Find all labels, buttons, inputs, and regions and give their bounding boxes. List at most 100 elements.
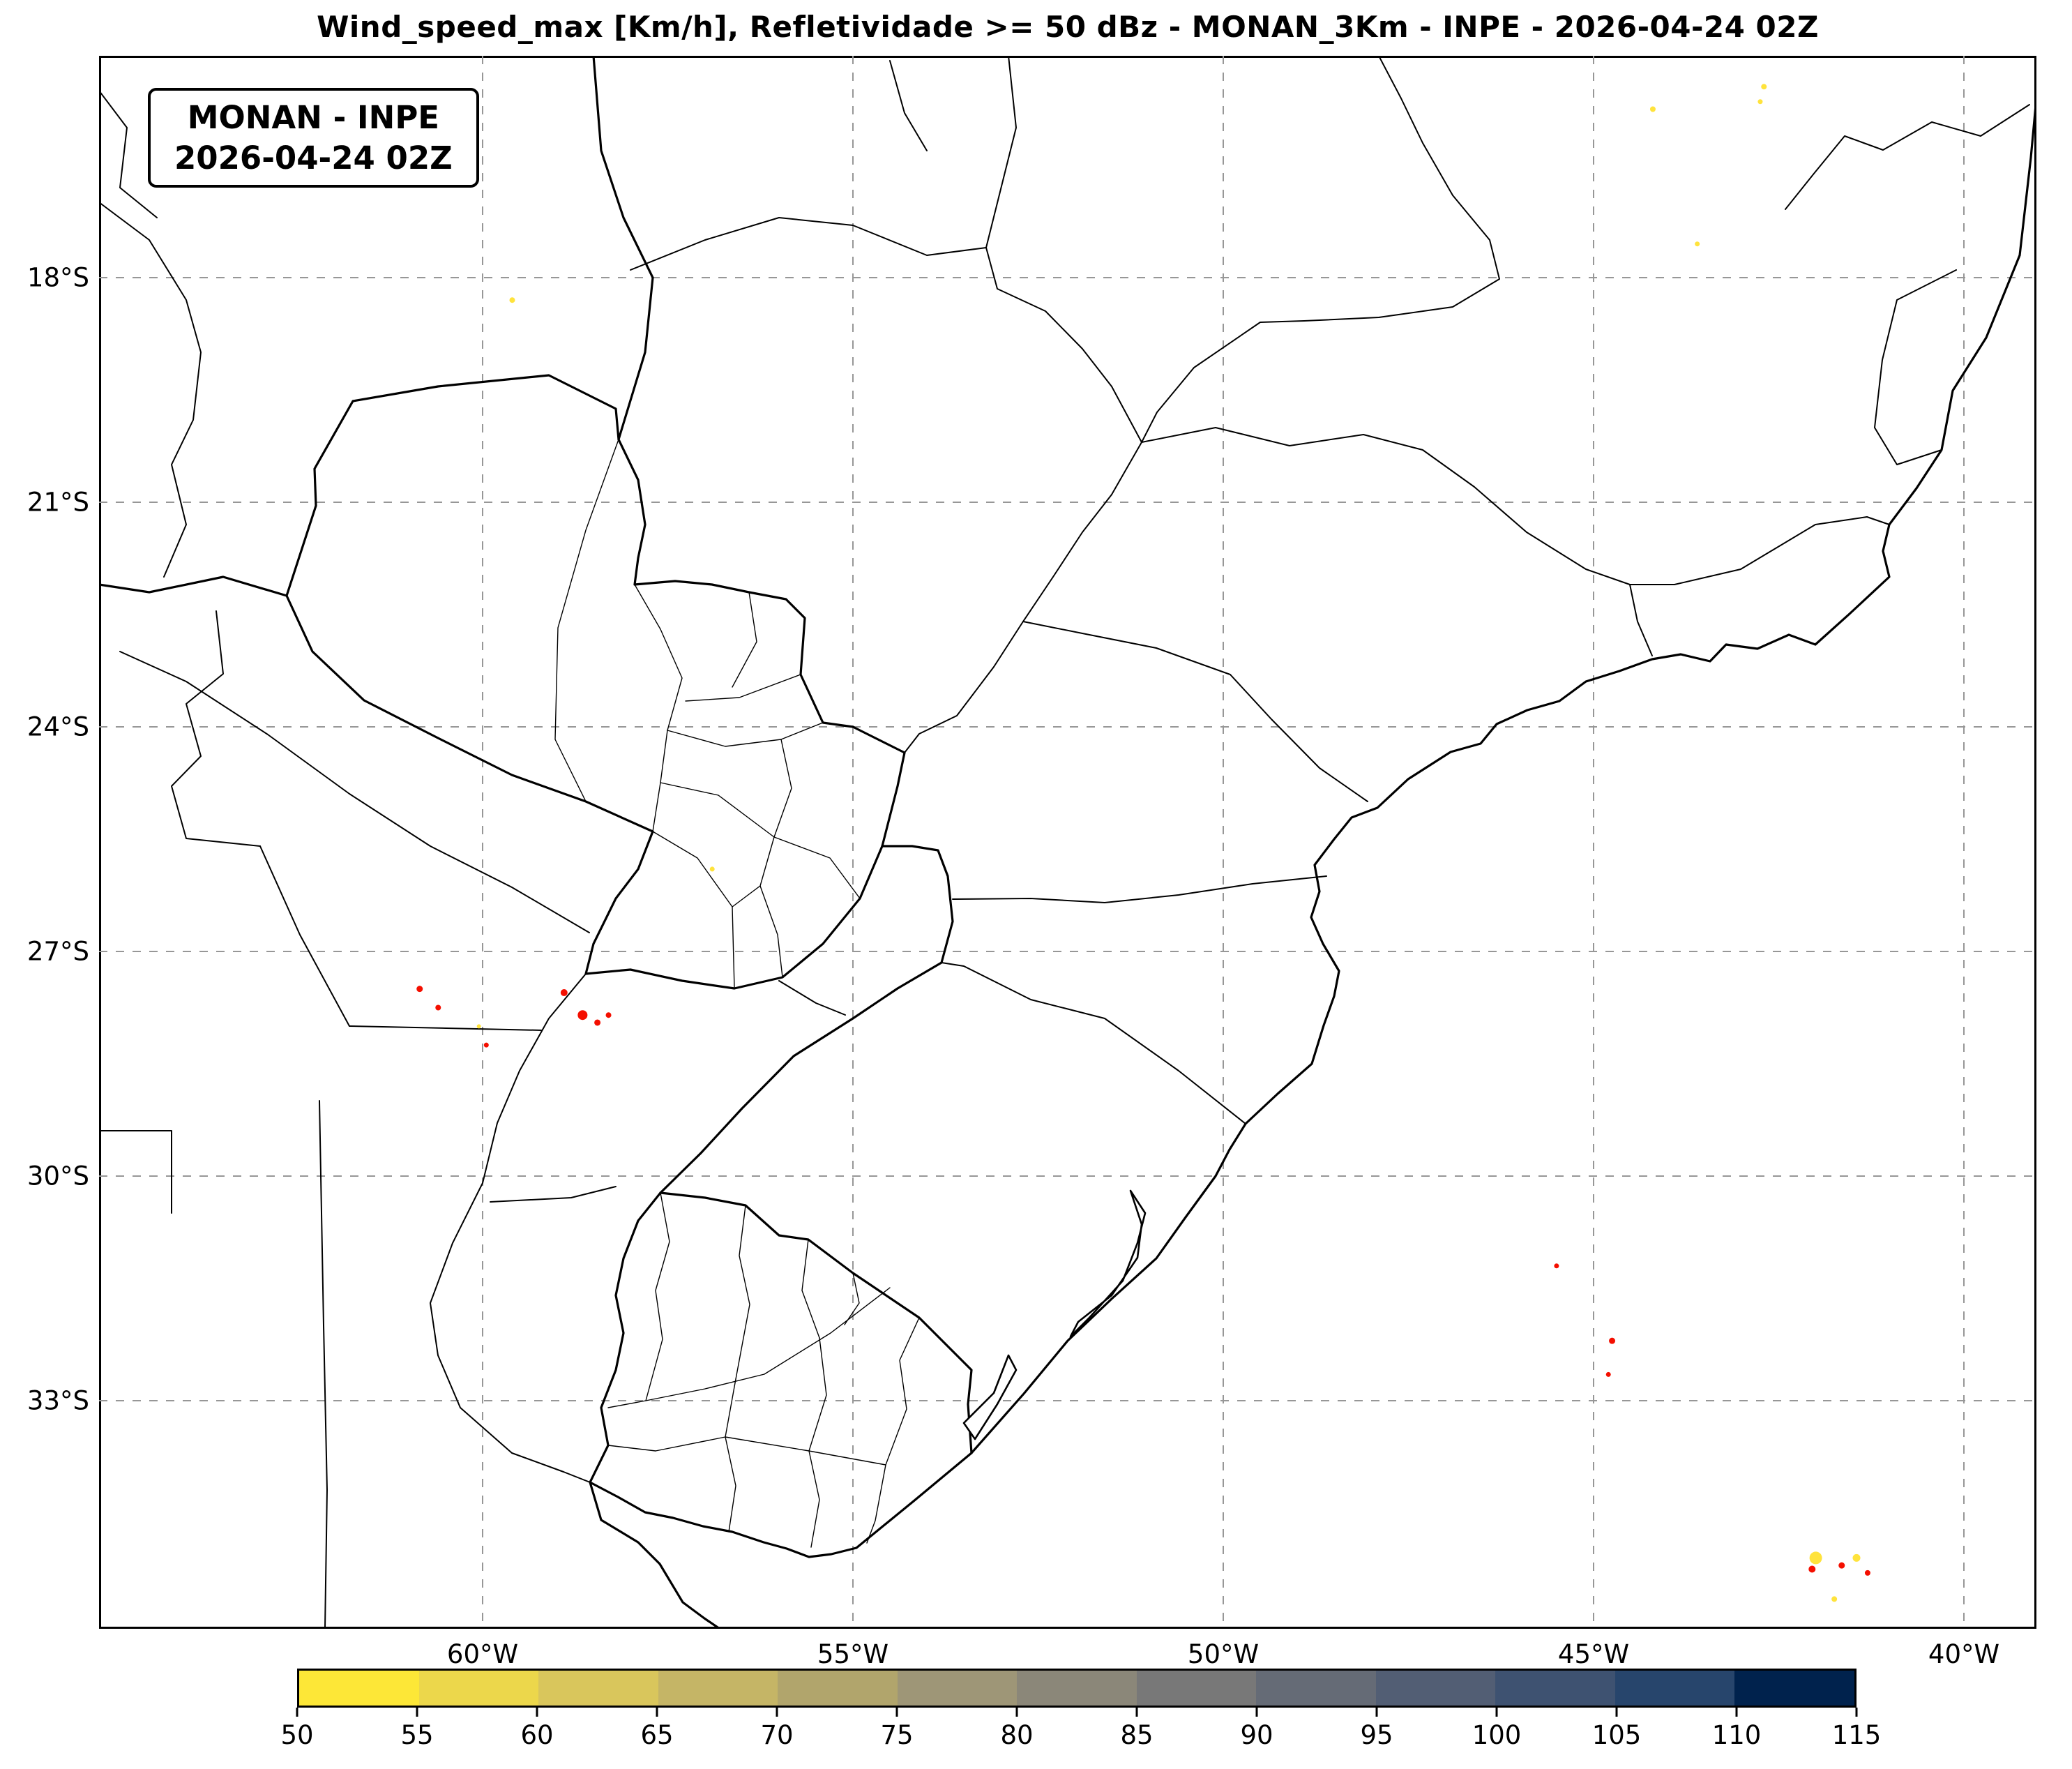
latlon-grid xyxy=(99,56,2036,1629)
brazil-uruguay-border xyxy=(659,1191,973,1454)
lat-tick-label: 24°S xyxy=(27,712,89,742)
lon-tick-label: 50°W xyxy=(1187,1639,1260,1669)
province-border-corrientes-misiones xyxy=(778,980,846,1016)
wind-speed-points xyxy=(416,84,1870,1602)
colorbar xyxy=(297,1669,1857,1708)
wind-speed-point-red xyxy=(605,1012,612,1018)
state-border-go-mg xyxy=(1141,56,1500,443)
colorbar-tick-label: 65 xyxy=(640,1720,674,1750)
department-border-paraguay-river xyxy=(634,584,683,832)
wind-speed-point-red xyxy=(1864,1569,1870,1576)
state-border-mg-ba xyxy=(1785,104,2030,210)
wind-speed-point-yellow xyxy=(709,866,715,872)
department-border xyxy=(685,674,824,723)
colorbar-tick xyxy=(1135,1708,1138,1717)
lon-tick-label: 55°W xyxy=(817,1639,889,1669)
lagoa-dos-patos xyxy=(1069,1189,1147,1338)
wind-speed-point-red xyxy=(483,1042,489,1048)
colorbar-tick xyxy=(895,1708,898,1717)
colorbar-tick-label: 90 xyxy=(1240,1720,1273,1750)
state-border-sc-pr xyxy=(952,875,1327,903)
wind-speed-point-red xyxy=(1609,1337,1616,1344)
wind-speed-point-yellow xyxy=(509,297,515,303)
colorbar-tick-label: 100 xyxy=(1472,1720,1522,1750)
department-border xyxy=(652,831,735,989)
state-border-mt-ms xyxy=(630,217,1142,443)
colorbar-tick-label: 80 xyxy=(1000,1720,1034,1750)
wind-speed-point-yellow xyxy=(476,1024,481,1029)
argentina-bolivia-border xyxy=(99,575,288,597)
state-border-mt-internal xyxy=(889,60,928,151)
colorbar-segment-8 xyxy=(1256,1671,1376,1706)
wind-speed-point-yellow xyxy=(1649,106,1656,112)
colorbar-tick xyxy=(296,1708,298,1717)
colorbar-tick xyxy=(1255,1708,1258,1717)
lat-tick-label: 30°S xyxy=(27,1161,89,1191)
wind-speed-point-yellow xyxy=(1757,99,1763,105)
wind-speed-point-red xyxy=(416,986,423,993)
colorbar-segment-9 xyxy=(1375,1671,1496,1706)
department-border xyxy=(801,1239,820,1339)
colorbar-tick-label: 105 xyxy=(1591,1720,1642,1750)
lon-tick-label: 60°W xyxy=(446,1639,519,1669)
wind-speed-point-yellow xyxy=(1809,1551,1822,1565)
department-border-rio-negro xyxy=(607,1287,891,1408)
wind-speed-point-red xyxy=(1605,1371,1611,1377)
state-border-parana-river-south xyxy=(904,621,1024,753)
colorbar-tick xyxy=(1375,1708,1378,1717)
province-border-santiago-chaco xyxy=(259,845,350,1027)
colorbar-tick xyxy=(656,1708,658,1717)
colorbar-tick xyxy=(1855,1708,1858,1717)
colorbar-segment-7 xyxy=(1136,1671,1257,1706)
bolivia-department-border-1 xyxy=(99,202,202,578)
lat-tick-label: 21°S xyxy=(27,487,89,518)
colorbar-segment-2 xyxy=(538,1671,658,1706)
wind-speed-point-yellow xyxy=(1852,1553,1861,1562)
map-plot-area xyxy=(99,56,2036,1629)
colorbar-tick xyxy=(1015,1708,1018,1717)
colorbar-tick xyxy=(1615,1708,1618,1717)
wind-speed-point-yellow xyxy=(1695,241,1700,247)
colorbar-tick xyxy=(536,1708,538,1717)
lagoa-mirim xyxy=(962,1354,1018,1440)
colorbar-tick xyxy=(1735,1708,1738,1717)
colorbar-tick xyxy=(1495,1708,1498,1717)
wind-speed-point-yellow xyxy=(1761,84,1767,90)
department-border xyxy=(725,1378,736,1533)
state-border-go-mt xyxy=(985,56,1017,248)
chart-title: Wind_speed_max [Km/h], Refletividade >= … xyxy=(317,10,1819,44)
state-border-rs-sc xyxy=(941,962,1246,1124)
colorbar-segment-3 xyxy=(658,1671,778,1706)
department-border xyxy=(667,722,824,747)
lon-tick-label: 40°W xyxy=(1928,1639,2000,1669)
colorbar-tick-label: 110 xyxy=(1711,1720,1762,1750)
department-border xyxy=(660,782,861,899)
colorbar-tick-label: 85 xyxy=(1120,1720,1154,1750)
lat-tick-label: 18°S xyxy=(27,262,89,293)
wind-speed-point-red xyxy=(1838,1562,1845,1569)
colorbar-tick-label: 115 xyxy=(1831,1720,1882,1750)
wind-speed-point-red xyxy=(560,989,568,997)
wind-speed-point-red xyxy=(577,1010,588,1021)
brazil-argentina-border xyxy=(659,845,954,1194)
province-border-salta-east xyxy=(171,610,261,847)
province-border-west-1 xyxy=(99,1130,172,1214)
lat-tick-label: 33°S xyxy=(27,1385,89,1416)
colorbar-tick xyxy=(776,1708,778,1717)
province-border-formosa-chaco xyxy=(119,651,590,933)
colorbar-segment-0 xyxy=(299,1671,419,1706)
department-border xyxy=(759,836,783,978)
colorbar-segment-12 xyxy=(1734,1671,1854,1706)
colorbar-segment-1 xyxy=(418,1671,539,1706)
department-border xyxy=(844,1272,860,1325)
lat-tick-label: 27°S xyxy=(27,936,89,967)
department-border xyxy=(735,1205,750,1380)
wind-speed-point-red xyxy=(435,1004,441,1011)
uruguay-argentina-border xyxy=(589,1191,662,1484)
department-border xyxy=(655,1436,886,1466)
province-border-cordoba-santa-fe xyxy=(319,1100,328,1629)
colorbar-tick-label: 55 xyxy=(400,1720,434,1750)
model-name-label: MONAN - INPE xyxy=(187,99,440,136)
